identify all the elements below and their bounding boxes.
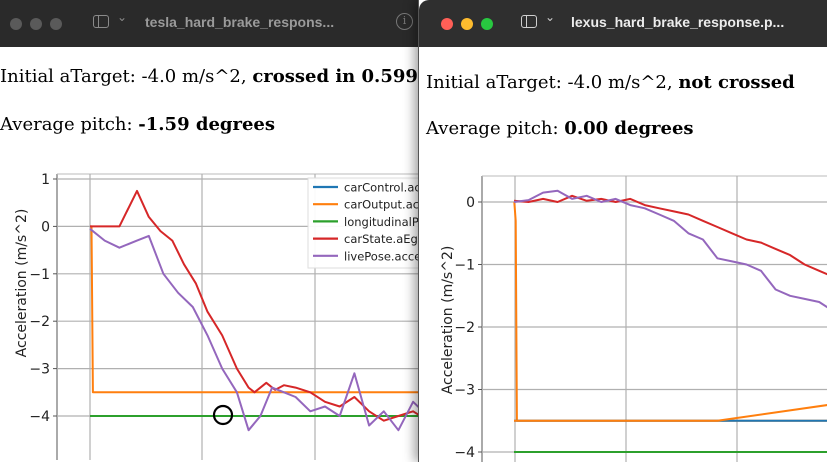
right-titlebar[interactable]: ⌄ lexus_hard_brake_response.p... xyxy=(419,0,827,47)
chevron-down-icon[interactable]: ⌄ xyxy=(117,10,128,24)
y-axis-label: Acceleration (m/s^2) xyxy=(14,209,30,358)
y-tick-label-4: −3 xyxy=(29,362,50,378)
window-title: tesla_hard_brake_respons... xyxy=(145,14,335,30)
pitch-line: Average pitch: -1.59 degrees xyxy=(0,114,275,135)
zoom-button[interactable] xyxy=(481,18,493,30)
summary-result: not crossed xyxy=(678,72,795,93)
series-line-0 xyxy=(513,201,827,422)
y-tick-label-3: −2 xyxy=(29,314,50,330)
tesla-report-window[interactable]: ⌄ tesla_hard_brake_respons... i Initial … xyxy=(0,0,440,462)
summary-prefix: Initial aTarget: -4.0 m/s^2, xyxy=(0,66,253,87)
y-tick-label-3: −3 xyxy=(454,383,475,399)
window-title: lexus_hard_brake_response.p... xyxy=(571,14,785,30)
tesla-acceleration-chart: 1 0 −1 −2 −3 −4 Acceleration (m/s^2) carControl… xyxy=(14,172,440,460)
pitch-prefix: Average pitch: xyxy=(426,118,565,139)
close-button[interactable] xyxy=(10,18,22,30)
series-line-5 xyxy=(513,189,827,309)
legend-entry-2: longitudinalP xyxy=(344,215,419,229)
lexus-acceleration-chart: 0 −1 −2 −3 −4 Acceleration (m/s^2) xyxy=(440,175,827,462)
crossing-marker xyxy=(212,404,234,426)
pitch-value: -1.59 degrees xyxy=(138,114,276,135)
info-icon[interactable]: i xyxy=(396,13,413,30)
y-tick-label-2: −1 xyxy=(29,267,50,283)
zoom-button[interactable] xyxy=(50,18,62,30)
lexus-report-window[interactable]: ⌄ lexus_hard_brake_response.p... Initial… xyxy=(418,0,827,462)
series-line-4 xyxy=(89,228,440,432)
pitch-value: 0.00 degrees xyxy=(564,118,694,139)
minimize-button[interactable] xyxy=(30,18,42,30)
series-line-2 xyxy=(514,404,827,422)
minimize-button[interactable] xyxy=(461,18,473,30)
sidebar-toggle-icon[interactable] xyxy=(521,15,537,28)
legend-entry-3: carState.aEgo xyxy=(344,232,425,246)
y-tick-label-1: −1 xyxy=(454,258,475,274)
left-titlebar[interactable]: ⌄ tesla_hard_brake_respons... i xyxy=(0,0,440,47)
sidebar-toggle-icon[interactable] xyxy=(93,15,109,28)
pitch-prefix: Average pitch: xyxy=(0,114,139,135)
y-tick-label-0: 0 xyxy=(466,195,475,211)
summary-line: Initial aTarget: -4.0 m/s^2, not crossed xyxy=(426,72,795,93)
series-line-3 xyxy=(90,189,440,426)
y-tick-label-5: −4 xyxy=(29,409,50,425)
y-tick-label-1: 0 xyxy=(41,219,50,235)
pitch-line: Average pitch: 0.00 degrees xyxy=(426,118,694,139)
legend-entry-1: carOutput.ac xyxy=(344,198,419,212)
y-tick-label-0: 1 xyxy=(41,172,50,188)
y-tick-label-2: −2 xyxy=(454,320,475,336)
series-line-4 xyxy=(513,194,827,276)
summary-prefix: Initial aTarget: -4.0 m/s^2, xyxy=(426,72,679,93)
y-axis-label: Acceleration (m/s^2) xyxy=(440,246,456,395)
summary-result: crossed in 0.599s xyxy=(252,66,429,87)
legend-entry-0: carControl.ac xyxy=(344,181,421,195)
y-tick-label-4: −4 xyxy=(454,445,475,461)
legend-entry-4: livePose.acce xyxy=(344,249,421,263)
summary-line: Initial aTarget: -4.0 m/s^2, crossed in … xyxy=(0,66,428,87)
chevron-down-icon[interactable]: ⌄ xyxy=(545,10,556,24)
close-button[interactable] xyxy=(441,18,453,30)
